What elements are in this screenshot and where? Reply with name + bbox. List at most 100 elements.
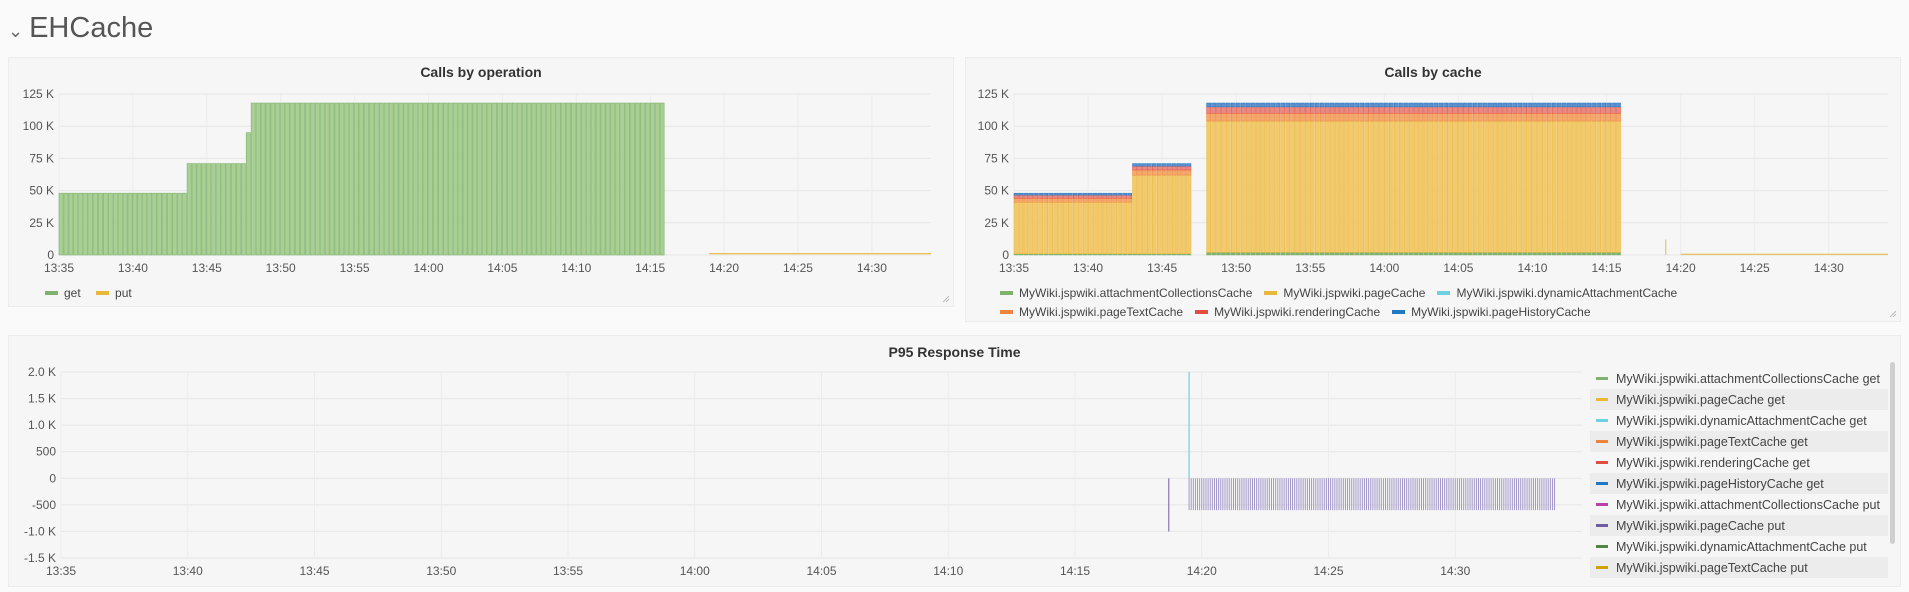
- bar-segment-mywiki-jspwiki-pagehistorycache: [1497, 102, 1503, 108]
- bar-segment-mywiki-jspwiki-pagecache: [1418, 120, 1424, 253]
- bar-segment-mywiki-jspwiki-pagecache: [1152, 174, 1157, 254]
- bar-segment-mywiki-jspwiki-attachmentcollectionscache: [1211, 252, 1216, 256]
- bar-segment-mywiki-jspwiki-renderingcache: [1033, 194, 1039, 199]
- panel-calls-by-cache[interactable]: Calls by cache 125 K 100 K 75 K 50 K 25 K 0 13…: [965, 57, 1901, 322]
- bar-segment-mywiki-jspwiki-pagehistorycache: [1349, 102, 1355, 108]
- legend-item-mywiki-jspwiki-attachmentcollectionscache[interactable]: MyWiki.jspwiki.attachmentCollectionsCach…: [1000, 286, 1252, 300]
- bar-segment-mywiki-jspwiki-renderingcache: [1616, 106, 1621, 114]
- legend-item-mywiki-jspwiki-pagehistorycache-get[interactable]: MyWiki.jspwiki.pageHistoryCache get: [1590, 473, 1888, 494]
- bar-segment-mywiki-jspwiki-pagehistorycache: [1226, 102, 1231, 108]
- bar-segment-mywiki-jspwiki-renderingcache: [1403, 106, 1409, 114]
- bar-segment-mywiki-jspwiki-renderingcache: [1527, 106, 1532, 114]
- bar-segment-mywiki-jspwiki-pagetextcache: [1013, 198, 1019, 203]
- bar-segment-mywiki-jspwiki-pagecache: [1275, 120, 1281, 253]
- bar-segment-mywiki-jspwiki-pagecache: [1063, 201, 1068, 254]
- bar-segment-mywiki-jspwiki-renderingcache: [1161, 165, 1167, 171]
- panel-calls-by-operation[interactable]: Calls by operation 125 K 100 K 75 K 50 K 25 …: [8, 57, 954, 307]
- bar-segment-mywiki-jspwiki-pagetextcache: [1250, 113, 1256, 122]
- bar-get: [551, 102, 557, 256]
- bar-segment-mywiki-jspwiki-pagetextcache: [1147, 169, 1152, 176]
- bar-segment-mywiki-jspwiki-renderingcache: [1334, 106, 1340, 114]
- bar-segment-mywiki-jspwiki-attachmentcollectionscache: [1250, 252, 1256, 256]
- bar-get: [438, 102, 443, 256]
- bar-get: [482, 102, 488, 256]
- resize-handle[interactable]: [1889, 310, 1897, 318]
- bar-get: [659, 102, 665, 256]
- legend-item-mywiki-jspwiki-pagetextcache-get[interactable]: MyWiki.jspwiki.pageTextCache get: [1590, 431, 1888, 452]
- legend-item-mywiki-jspwiki-renderingcache[interactable]: MyWiki.jspwiki.renderingCache: [1195, 305, 1380, 319]
- row-header[interactable]: ⌄ EHCache: [8, 8, 153, 48]
- x-tick-label: 14:30: [1814, 261, 1844, 275]
- legend-scrollbar[interactable]: [1890, 362, 1895, 544]
- legend-item-mywiki-jspwiki-attachmentcollectionscache-put[interactable]: MyWiki.jspwiki.attachmentCollectionsCach…: [1590, 494, 1888, 515]
- y-tick-label: 1.5 K: [28, 392, 56, 406]
- bar-segment-mywiki-jspwiki-attachmentcollectionscache: [1359, 252, 1365, 256]
- bar-segment-mywiki-jspwiki-pagehistorycache: [1339, 102, 1345, 108]
- bar-segment-mywiki-jspwiki-pagecache: [1127, 201, 1132, 254]
- legend-item-mywiki-jspwiki-renderingcache-get[interactable]: MyWiki.jspwiki.renderingCache get: [1590, 452, 1888, 473]
- bar-get: [428, 102, 433, 256]
- bar-segment-mywiki-jspwiki-renderingcache: [1522, 106, 1527, 114]
- bar-get: [201, 163, 207, 256]
- legend-item-mywiki-jspwiki-dynamicattachmentcache[interactable]: MyWiki.jspwiki.dynamicAttachmentCache: [1437, 286, 1677, 300]
- bar-segment-mywiki-jspwiki-renderingcache: [1122, 194, 1128, 199]
- bar-segment-mywiki-jspwiki-pagehistorycache: [1077, 192, 1083, 196]
- bar-segment-mywiki-jspwiki-pagehistorycache: [1285, 102, 1290, 108]
- series-swatch: [1392, 310, 1406, 314]
- bar-segment-mywiki-jspwiki-pagecache: [1181, 174, 1187, 254]
- resize-handle[interactable]: [942, 295, 950, 303]
- legend-item-mywiki-jspwiki-pagehistorycache[interactable]: MyWiki.jspwiki.pageHistoryCache: [1392, 305, 1591, 319]
- x-tick-label: 14:15: [1592, 261, 1622, 275]
- bar-segment-mywiki-jspwiki-pagetextcache: [1038, 198, 1044, 203]
- legend-item-mywiki-jspwiki-pagetextcache[interactable]: MyWiki.jspwiki.pageTextCache: [1000, 305, 1183, 319]
- bar-segment-mywiki-jspwiki-renderingcache: [1438, 106, 1444, 114]
- bar-segment-mywiki-jspwiki-pagetextcache: [1423, 113, 1429, 122]
- bar-segment-mywiki-jspwiki-pagetextcache: [1181, 169, 1187, 176]
- bar-segment-mywiki-jspwiki-pagehistorycache: [1181, 163, 1187, 167]
- panel-title[interactable]: P95 Response Time: [888, 344, 1021, 360]
- bar-segment-mywiki-jspwiki-attachmentcollectionscache: [1527, 252, 1532, 256]
- bar-segment-mywiki-jspwiki-pagecache: [1226, 120, 1231, 253]
- bar-segment-mywiki-jspwiki-renderingcache: [1502, 106, 1508, 114]
- legend-label: MyWiki.jspwiki.renderingCache get: [1616, 455, 1810, 470]
- legend-item-mywiki-jspwiki-pagetextcache-put[interactable]: MyWiki.jspwiki.pageTextCache put: [1590, 557, 1888, 578]
- x-tick-label: 13:45: [1147, 261, 1177, 275]
- bar-segment-mywiki-jspwiki-pagehistorycache: [1033, 192, 1039, 196]
- legend-item-put[interactable]: put: [96, 286, 132, 300]
- bar-get: [477, 102, 483, 256]
- legend-item-mywiki-jspwiki-dynamicattachmentcache-get[interactable]: MyWiki.jspwiki.dynamicAttachmentCache ge…: [1590, 410, 1888, 431]
- bar-segment-mywiki-jspwiki-renderingcache: [1576, 106, 1582, 114]
- bar-segment-mywiki-jspwiki-pagetextcache: [1077, 198, 1083, 203]
- bar-get: [383, 102, 389, 256]
- bar-segment-mywiki-jspwiki-pagecache: [1231, 120, 1236, 253]
- legend-item-mywiki-jspwiki-pagecache-put[interactable]: MyWiki.jspwiki.pageCache put: [1590, 515, 1888, 536]
- panel-p95-response-time[interactable]: P95 Response Time 2.0 K 1.5 K 1.0 K 500 0 -50…: [8, 335, 1901, 587]
- bar-get: [93, 192, 98, 256]
- bar-segment-mywiki-jspwiki-pagecache: [1423, 120, 1429, 253]
- legend-item-mywiki-jspwiki-dynamicattachmentcache-put[interactable]: MyWiki.jspwiki.dynamicAttachmentCache pu…: [1590, 536, 1888, 557]
- bar-segment-mywiki-jspwiki-pagecache: [1023, 201, 1029, 254]
- bar-segment-mywiki-jspwiki-pagehistorycache: [1374, 102, 1379, 108]
- bar-segment-mywiki-jspwiki-pagetextcache: [1305, 113, 1310, 122]
- legend-item-get[interactable]: get: [45, 286, 81, 300]
- bar-get: [172, 192, 177, 256]
- bar-segment-mywiki-jspwiki-renderingcache: [1206, 106, 1211, 114]
- bar-segment-mywiki-jspwiki-renderingcache: [1324, 106, 1330, 114]
- legend-item-mywiki-jspwiki-pagecache[interactable]: MyWiki.jspwiki.pageCache: [1264, 286, 1425, 300]
- bar-segment-mywiki-jspwiki-pagehistorycache: [1527, 102, 1532, 108]
- y-tick-label: 100 K: [23, 119, 54, 133]
- bar-get: [300, 102, 305, 256]
- bar-segment-mywiki-jspwiki-renderingcache: [1492, 106, 1498, 114]
- bar-segment-mywiki-jspwiki-attachmentcollectionscache: [1403, 252, 1409, 256]
- legend-item-mywiki-jspwiki-pagecache-get[interactable]: MyWiki.jspwiki.pageCache get: [1590, 389, 1888, 410]
- bar-get: [221, 163, 227, 256]
- panel-title[interactable]: Calls by cache: [1384, 64, 1482, 80]
- bar-segment-mywiki-jspwiki-pagehistorycache: [1156, 163, 1162, 167]
- chevron-down-icon[interactable]: ⌄: [8, 20, 24, 41]
- legend-item-mywiki-jspwiki-attachmentcollectionscache-get[interactable]: MyWiki.jspwiki.attachmentCollectionsCach…: [1590, 368, 1888, 389]
- bar-segment-mywiki-jspwiki-pagecache: [1581, 120, 1587, 253]
- bar-get: [231, 163, 236, 256]
- bar-segment-mywiki-jspwiki-pagecache: [1384, 120, 1389, 253]
- bar-segment-mywiki-jspwiki-renderingcache: [1314, 106, 1320, 114]
- panel-title[interactable]: Calls by operation: [420, 64, 542, 80]
